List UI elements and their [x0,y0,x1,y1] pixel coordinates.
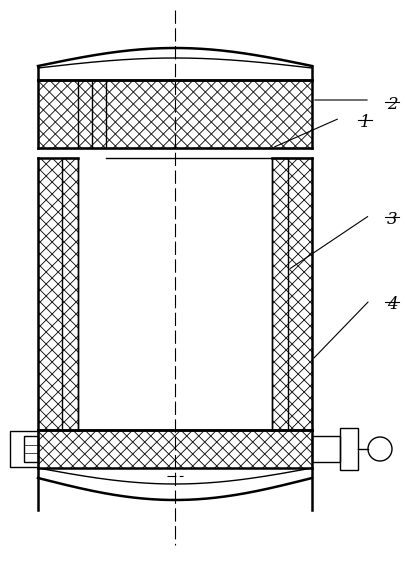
Text: 1: 1 [360,114,371,131]
Bar [10,431,38,467]
Text: 2: 2 [387,96,398,113]
Bar [340,428,358,470]
Text: 3: 3 [387,211,398,228]
Bar [312,436,340,462]
Bar [62,158,78,430]
Text: 4: 4 [387,296,398,313]
Bar [272,158,288,430]
Bar [24,436,38,462]
